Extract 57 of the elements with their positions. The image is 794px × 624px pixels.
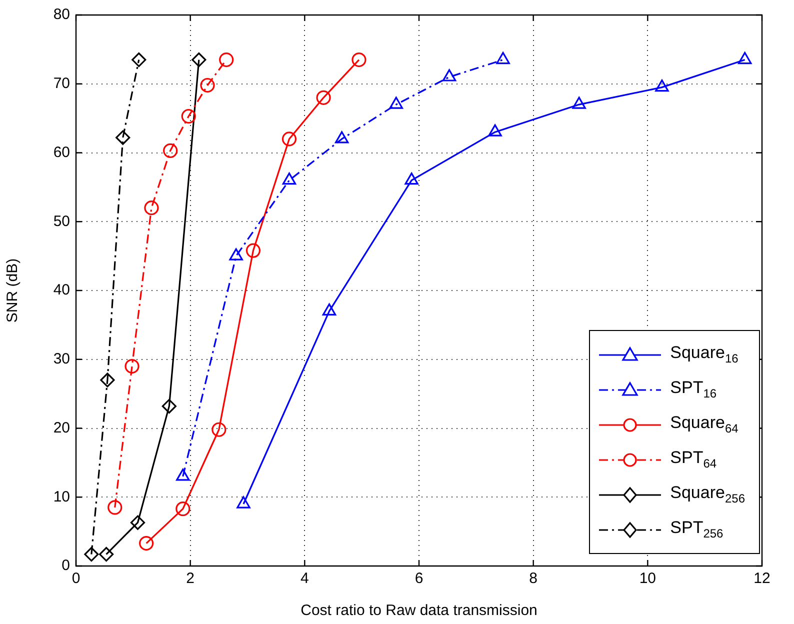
x-tick-label: 8 <box>529 570 538 588</box>
point <box>130 515 146 530</box>
point <box>100 372 115 388</box>
point <box>144 200 159 216</box>
point <box>334 131 349 144</box>
legend-label: Square$_{16}$ <box>670 343 738 366</box>
point <box>219 52 234 68</box>
legend-label: Square$_{64}$ <box>670 413 738 436</box>
point <box>181 108 196 124</box>
point <box>282 132 297 146</box>
y-tick-label: 0 <box>62 557 70 574</box>
point <box>163 143 178 158</box>
point <box>352 52 366 68</box>
x-axis-title: Cost ratio to Raw data transmission <box>300 602 538 620</box>
y-tick-label: 40 <box>53 282 70 299</box>
y-axis-title: SNR (dB) <box>4 258 22 323</box>
point <box>200 78 215 93</box>
legend-label: SPT$_{64}$ <box>670 448 717 471</box>
point <box>496 52 510 64</box>
point <box>176 502 190 516</box>
point <box>99 546 114 562</box>
y-tick-label: 80 <box>53 6 70 24</box>
x-tick-label: 2 <box>186 570 195 588</box>
legend-label: Square$_{256}$ <box>670 483 745 506</box>
y-tick-label: 70 <box>53 75 70 92</box>
y-tick-label: 50 <box>53 212 70 230</box>
x-tick-label: 12 <box>754 570 770 588</box>
point <box>108 500 122 515</box>
point <box>212 422 226 437</box>
x-tick-label: 10 <box>639 570 656 588</box>
point <box>322 303 336 316</box>
point <box>192 52 206 68</box>
point <box>442 69 456 82</box>
y-tick-label: 20 <box>53 419 70 436</box>
point <box>116 130 130 145</box>
point <box>572 96 586 109</box>
point <box>316 90 331 105</box>
legend-label: SPT$_{16}$ <box>670 378 717 401</box>
y-tick-label: 30 <box>53 350 70 368</box>
y-tick-label: 60 <box>53 144 70 161</box>
point <box>162 398 176 414</box>
point <box>404 172 418 185</box>
point <box>488 124 502 136</box>
point <box>282 172 296 185</box>
point <box>229 248 243 260</box>
point <box>246 243 261 258</box>
point <box>389 96 403 109</box>
x-tick-label: 6 <box>414 570 424 588</box>
legend-label: SPT$_{256}$ <box>670 518 724 541</box>
point <box>124 358 140 374</box>
point <box>655 80 669 92</box>
y-tick-label: 10 <box>53 488 70 506</box>
point <box>132 52 146 68</box>
point <box>139 536 154 551</box>
point <box>738 52 752 64</box>
point <box>84 546 99 562</box>
x-tick-label: 4 <box>300 570 309 588</box>
